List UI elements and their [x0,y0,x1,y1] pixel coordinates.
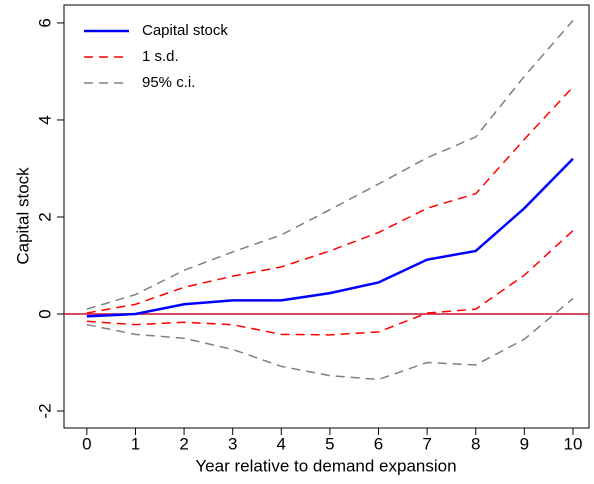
y-tick-label: 2 [35,212,54,221]
x-tick-label: 7 [422,434,431,453]
series-line [86,297,574,381]
x-tick-label: 2 [179,434,188,453]
x-tick-label: 8 [471,434,480,453]
legend-label: 95% c.i. [142,74,195,91]
series-line [86,86,574,314]
x-axis-label: Year relative to demand expansion [195,456,456,475]
x-tick-label: 9 [520,434,529,453]
series-line [86,20,574,310]
plot-frame [63,4,590,429]
x-tick-label: 4 [277,434,286,453]
legend-label: Capital stock [142,22,228,39]
series-line [86,230,574,336]
x-tick-label: 0 [82,434,91,453]
series-line [86,157,574,318]
x-tick-label: 6 [374,434,383,453]
y-tick-label: 6 [35,18,54,27]
y-tick-label: 4 [35,115,54,124]
y-axis-label: Capital stock [13,167,32,265]
x-tick-label: 3 [228,434,237,453]
x-tick-label: 10 [563,434,582,453]
y-tick-label: -2 [35,403,54,418]
legend-label: 1 s.d. [142,48,179,65]
y-tick-label: 0 [35,309,54,318]
x-tick-label: 1 [131,434,140,453]
x-tick-label: 5 [325,434,334,453]
